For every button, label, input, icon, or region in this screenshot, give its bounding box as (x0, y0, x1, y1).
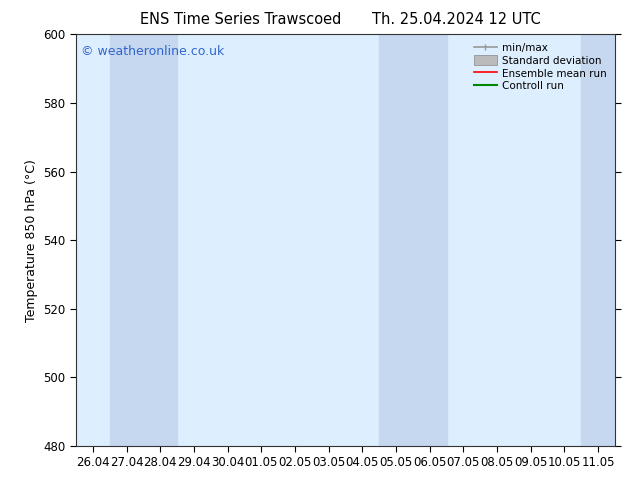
Legend: min/max, Standard deviation, Ensemble mean run, Controll run: min/max, Standard deviation, Ensemble me… (470, 40, 610, 95)
Text: © weatheronline.co.uk: © weatheronline.co.uk (81, 45, 224, 58)
Text: Th. 25.04.2024 12 UTC: Th. 25.04.2024 12 UTC (372, 12, 541, 27)
Text: ENS Time Series Trawscoed: ENS Time Series Trawscoed (140, 12, 342, 27)
Bar (379, 34, 446, 446)
Bar (581, 34, 615, 446)
Bar (110, 34, 177, 446)
Y-axis label: Temperature 850 hPa (°C): Temperature 850 hPa (°C) (25, 159, 38, 321)
